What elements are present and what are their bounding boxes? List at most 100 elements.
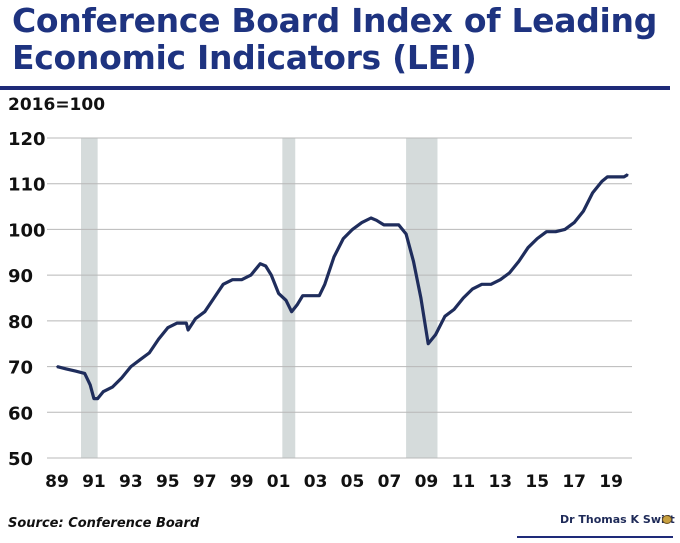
lei-data-point xyxy=(157,338,160,340)
lei-data-point xyxy=(499,278,502,281)
lei-data-point xyxy=(606,176,609,178)
y-tick-label: 80 xyxy=(8,312,33,333)
lei-data-point xyxy=(277,292,280,295)
chart-title: Conference Board Index of Leading Econom… xyxy=(12,2,657,76)
lei-data-point xyxy=(527,246,529,249)
lei-data-point xyxy=(309,294,311,297)
lei-data-point xyxy=(375,219,378,222)
x-tick-label: 89 xyxy=(45,472,69,492)
x-tick-label: 03 xyxy=(304,472,328,492)
lei-data-point xyxy=(296,304,298,306)
lei-data-point xyxy=(194,317,197,320)
lei-data-point xyxy=(397,224,400,226)
lei-data-point xyxy=(240,278,243,281)
lei-data-point xyxy=(74,370,77,372)
recession-band xyxy=(81,138,98,458)
lei-data-point xyxy=(187,329,189,331)
x-tick-label: 17 xyxy=(562,472,586,492)
title-divider xyxy=(0,86,670,90)
lei-data-point xyxy=(601,180,603,183)
x-tick-label: 19 xyxy=(599,472,623,492)
lei-data-point xyxy=(185,322,188,324)
lei-series-line xyxy=(56,173,629,401)
lei-data-point xyxy=(405,233,407,235)
lei-data-point xyxy=(517,260,520,263)
lei-data-point xyxy=(554,230,557,233)
lei-data-point xyxy=(471,288,474,290)
lei-data-point xyxy=(342,237,345,240)
y-tick-label: 90 xyxy=(8,266,33,287)
lei-data-point xyxy=(89,384,92,386)
lei-data-point xyxy=(222,283,225,286)
lei-data-point xyxy=(490,283,492,286)
lei-data-point xyxy=(615,176,618,178)
author-credit: Dr Thomas K Swift xyxy=(560,513,675,526)
x-tick-label: 95 xyxy=(156,472,180,492)
x-tick-label: 91 xyxy=(82,472,106,492)
lei-data-point xyxy=(591,192,594,194)
lei-data-point xyxy=(139,358,141,361)
lei-data-point xyxy=(130,365,132,368)
lei-data-point xyxy=(623,176,625,178)
x-tick-label: 09 xyxy=(415,472,439,492)
lei-data-point xyxy=(285,299,287,302)
x-tick-label: 05 xyxy=(341,472,365,492)
lei-data-point xyxy=(545,230,548,233)
lei-data-point xyxy=(250,274,252,276)
x-tick-label: 11 xyxy=(452,472,476,492)
lei-data-point xyxy=(444,315,446,318)
x-tick-label: 15 xyxy=(525,472,549,492)
y-tick-label: 70 xyxy=(8,358,33,379)
lei-data-point xyxy=(264,265,267,267)
lei-data-point xyxy=(259,262,261,265)
lei-data-point xyxy=(462,297,465,299)
lei-data-point xyxy=(102,390,104,393)
lei-data-point xyxy=(93,397,95,400)
lei-data-point xyxy=(333,256,335,258)
lei-data-point xyxy=(564,228,566,231)
recession-band xyxy=(282,138,296,458)
x-tick-label: 99 xyxy=(230,472,254,492)
lei-data-point xyxy=(383,224,385,226)
lei-data-point xyxy=(370,217,372,219)
y-tick-label: 50 xyxy=(8,449,33,470)
lei-data-point xyxy=(111,386,114,388)
x-tick-label: 93 xyxy=(119,472,143,492)
lei-data-point xyxy=(65,368,68,370)
lei-data-point xyxy=(301,294,304,297)
lei-data-point xyxy=(324,283,326,286)
lei-data-point xyxy=(203,310,206,313)
lei-data-point xyxy=(420,297,422,299)
y-tick-label: 120 xyxy=(8,129,46,150)
y-tick-label: 110 xyxy=(8,175,46,196)
lei-data-point xyxy=(148,352,151,354)
lei-data-point xyxy=(213,297,215,299)
title-line-1: Conference Board Index of Leading xyxy=(12,1,658,40)
lei-data-point xyxy=(481,283,483,286)
author-underline xyxy=(517,536,673,538)
lei-data-point xyxy=(508,272,511,274)
lei-data-point xyxy=(360,221,363,224)
lei-data-point xyxy=(427,342,430,345)
lei-data-point xyxy=(96,397,99,400)
lei-data-point xyxy=(83,372,86,375)
lei-data-point xyxy=(167,326,169,329)
lei-data-point xyxy=(582,210,585,212)
lei-data-point xyxy=(434,333,437,336)
lei-data-point xyxy=(318,294,321,297)
lei-data-point xyxy=(270,274,273,276)
lei-data-point xyxy=(626,173,629,176)
logo-dot-icon xyxy=(662,515,672,524)
y-tick-label: 100 xyxy=(8,220,46,241)
x-tick-label: 13 xyxy=(488,472,512,492)
lei-data-point xyxy=(453,308,455,311)
lei-data-point xyxy=(290,310,293,313)
y-tick-label: 60 xyxy=(8,403,33,424)
y-axis-unit-label: 2016=100 xyxy=(8,95,106,115)
title-line-2: Economic Indicators (LEI) xyxy=(12,38,477,77)
lei-data-point xyxy=(412,260,415,263)
lei-data-point xyxy=(573,221,575,224)
lei-data-point xyxy=(351,228,354,231)
